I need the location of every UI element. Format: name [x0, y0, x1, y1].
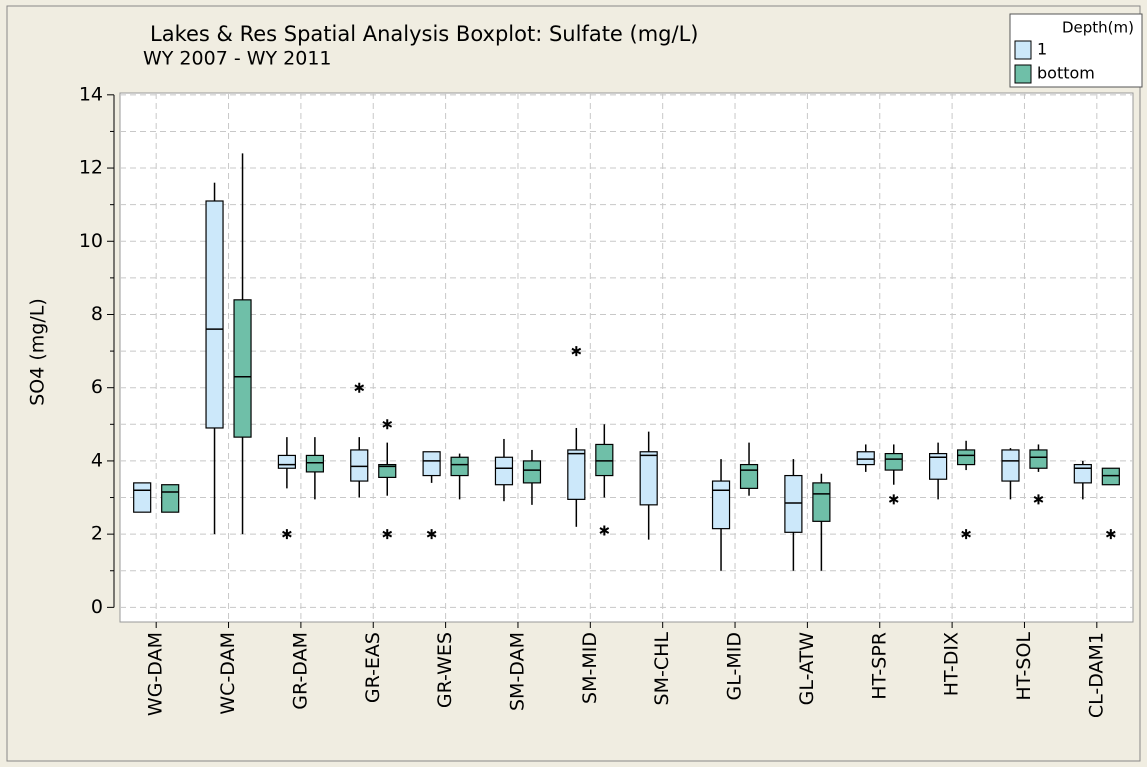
box — [739, 463, 759, 489]
box — [1001, 449, 1020, 482]
box — [639, 451, 658, 506]
box — [378, 463, 397, 478]
box — [133, 482, 152, 513]
box — [350, 449, 369, 482]
x-tick-label: GR-DAM — [289, 632, 311, 710]
legend-box — [1009, 13, 1143, 88]
x-tick-label: CL-DAM1 — [1085, 632, 1107, 718]
outlier — [1033, 494, 1044, 505]
x-tick-label: SM-DAM — [506, 632, 528, 711]
outlier — [382, 529, 393, 540]
outlier — [961, 529, 971, 540]
outlier — [426, 529, 437, 540]
box — [277, 454, 296, 469]
plot-area — [119, 92, 1134, 623]
y-tick-label: 14 — [79, 83, 103, 105]
outlier — [599, 525, 610, 536]
x-tick-label: WG-DAM — [145, 632, 167, 716]
x-tick-label: WC-DAM — [217, 632, 239, 715]
box — [522, 460, 542, 484]
x-tick-label: GL-ATW — [796, 632, 818, 706]
y-tick-label: 12 — [79, 157, 103, 179]
x-tick-label: HT-SOL — [1013, 632, 1035, 701]
box — [494, 456, 514, 486]
legend-swatch — [1014, 40, 1032, 60]
x-tick-label: GR-WES — [434, 632, 456, 708]
legend-label: 1 — [1037, 40, 1047, 59]
box — [450, 456, 469, 477]
outlier — [888, 494, 899, 505]
box — [233, 299, 252, 438]
x-tick-label: SM-MID — [579, 632, 601, 704]
y-tick-label: 4 — [91, 449, 103, 471]
box — [1073, 463, 1092, 484]
box — [1029, 449, 1048, 469]
outlier — [282, 529, 292, 540]
box — [929, 452, 948, 480]
box — [1101, 467, 1120, 486]
x-tick-label: HT-SPR — [868, 632, 890, 700]
box — [884, 452, 903, 471]
outlier — [571, 346, 582, 357]
legend-label: bottom — [1037, 64, 1095, 83]
y-tick-label: 6 — [91, 376, 103, 398]
y-tick-label: 8 — [91, 303, 103, 325]
x-tick-label: HT-DIX — [941, 632, 963, 696]
outlier — [1105, 529, 1116, 540]
x-tick-label: SM-CHL — [651, 632, 673, 706]
box — [856, 451, 875, 466]
x-tick-label: GR-EAS — [362, 632, 384, 703]
y-tick-label: 2 — [91, 523, 103, 545]
box — [784, 474, 803, 533]
box — [957, 449, 976, 466]
x-tick-label: GL-MID — [724, 632, 746, 700]
y-axis-label: SO4 (mg/L) — [27, 298, 49, 406]
box — [205, 200, 224, 429]
legend-title: Depth(m) — [1062, 19, 1134, 37]
box — [422, 451, 441, 477]
y-tick-label: 10 — [79, 230, 103, 252]
chart-subtitle: WY 2007 - WY 2011 — [143, 48, 332, 70]
box — [711, 480, 731, 530]
outlier — [354, 382, 365, 393]
legend-swatch — [1014, 64, 1032, 84]
box — [305, 454, 324, 473]
box — [595, 443, 614, 477]
outlier — [382, 419, 393, 430]
box — [567, 449, 586, 500]
box — [161, 484, 180, 513]
box — [812, 482, 831, 522]
chart-title: Lakes & Res Spatial Analysis Boxplot: Su… — [150, 22, 698, 46]
y-tick-label: 0 — [91, 596, 103, 618]
